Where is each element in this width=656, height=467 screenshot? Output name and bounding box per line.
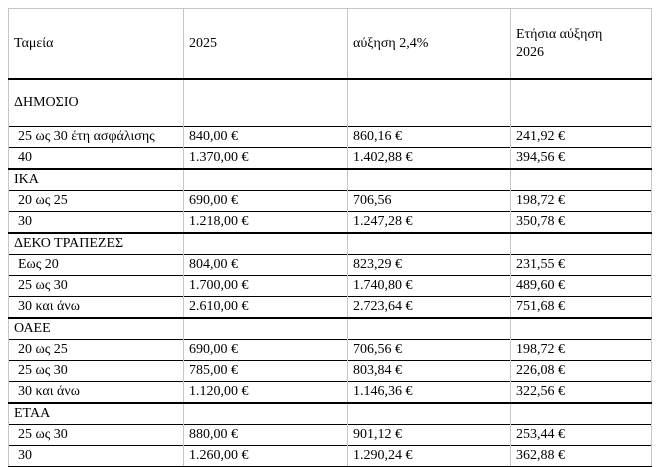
cell-value: 690,00 € (183, 339, 348, 361)
cell-value: 226,08 € (510, 360, 652, 382)
cell-value: 1.290,24 € (347, 445, 511, 467)
cell-value: 1.260,00 € (183, 445, 348, 467)
row-label: 20 ως 25 (8, 190, 184, 212)
cell-value: 350,78 € (510, 211, 652, 233)
cell-value: 901,12 € (347, 424, 511, 446)
cell-value (183, 402, 348, 425)
column-header-2025-label: 2025 (189, 35, 217, 51)
cell-value: 489,60 € (510, 275, 652, 297)
cell-value: 1.740,80 € (347, 275, 511, 297)
cell-value: 751,68 € (510, 296, 652, 318)
fund-section-label: ΔΕΚΟ ΤΡΑΠΕΖΕΣ (8, 232, 184, 255)
cell-value (347, 402, 511, 425)
fund-data-row: 30 1.260,00 €1.290,24 €362,88 € (8, 445, 652, 467)
cell-value: 804,00 € (183, 254, 348, 276)
row-label: 20 ως 25 (8, 339, 184, 361)
fund-data-row: 30 και άνω 1.120,00 €1.146,36 €322,56 € (8, 381, 652, 403)
cell-value (183, 317, 348, 340)
cell-value (347, 168, 511, 191)
cell-value: 1.146,36 € (347, 381, 511, 403)
cell-value: 823,29 € (347, 254, 511, 276)
fund-section-label: ΕΤΑΑ (8, 402, 184, 425)
pension-funds-table: Ταμεία 2025 αύξηση 2,4% Ετήσια αύξηση 20… (8, 8, 652, 467)
cell-value (347, 232, 511, 255)
fund-section-label: ΟΑΕΕ (8, 317, 184, 340)
cell-value: 1.370,00 € (183, 147, 348, 169)
row-label: 25 ως 30 έτη ασφάλισης (8, 126, 184, 148)
fund-section-row: ΕΤΑΑ (8, 402, 652, 425)
row-label: 30 και άνω (8, 296, 184, 318)
cell-value: 394,56 € (510, 147, 652, 169)
cell-value: 690,00 € (183, 190, 348, 212)
cell-value: 362,88 € (510, 445, 652, 467)
table-body: ΔΗΜΟΣΙΟ 25 ως 30 έτη ασφάλισης 840,00 €860… (8, 79, 652, 467)
cell-value: 1.218,00 € (183, 211, 348, 233)
column-header-increase-rate-label: αύξηση 2,4% (353, 35, 429, 51)
cell-value (183, 232, 348, 255)
cell-value: 860,16 € (347, 126, 511, 148)
row-label: 30 και άνω (8, 381, 184, 403)
row-label: Εως 20 (8, 254, 184, 276)
cell-value: 1.402,88 € (347, 147, 511, 169)
table-header-row: Ταμεία 2025 αύξηση 2,4% Ετήσια αύξηση 20… (8, 8, 652, 80)
fund-data-row: 30 1.218,00 €1.247,28 €350,78 € (8, 211, 652, 233)
row-label: 25 ως 30 (8, 424, 184, 446)
cell-value: 840,00 € (183, 126, 348, 148)
cell-value (510, 79, 652, 127)
cell-value: 880,00 € (183, 424, 348, 446)
cell-value: 803,84 € (347, 360, 511, 382)
cell-value: 253,44 € (510, 424, 652, 446)
column-header-funds: Ταμεία (8, 8, 184, 80)
fund-section-row: ΙΚΑ (8, 168, 652, 191)
fund-section-row: ΔΕΚΟ ΤΡΑΠΕΖΕΣ (8, 232, 652, 255)
column-header-annual-increase: Ετήσια αύξηση 2026 (510, 8, 652, 80)
column-header-funds-label: Ταμεία (14, 35, 54, 51)
cell-value: 706,56 € (347, 339, 511, 361)
fund-data-row: Εως 20 804,00 €823,29 €231,55 € (8, 254, 652, 276)
row-label: 25 ως 30 (8, 275, 184, 297)
cell-value: 198,72 € (510, 339, 652, 361)
fund-section-label: ΙΚΑ (8, 168, 184, 191)
cell-value (183, 168, 348, 191)
cell-value (347, 79, 511, 127)
cell-value (510, 402, 652, 425)
row-label: 40 (8, 147, 184, 169)
fund-data-row: 25 ως 30 880,00 €901,12 €253,44 € (8, 424, 652, 446)
fund-data-row: 20 ως 25 690,00 €706,56 198,72 € (8, 190, 652, 212)
row-label: 30 (8, 211, 184, 233)
cell-value (510, 168, 652, 191)
cell-value: 2.610,00 € (183, 296, 348, 318)
cell-value: 241,92 € (510, 126, 652, 148)
cell-value: 198,72 € (510, 190, 652, 212)
fund-data-row: 25 ως 30 785,00 €803,84 €226,08 € (8, 360, 652, 382)
fund-data-row: 20 ως 25 690,00 €706,56 €198,72 € (8, 339, 652, 361)
column-header-annual-increase-label: Ετήσια αύξηση 2026 (516, 27, 603, 60)
cell-value: 1.120,00 € (183, 381, 348, 403)
cell-value: 1.247,28 € (347, 211, 511, 233)
cell-value (510, 232, 652, 255)
cell-value (183, 79, 348, 127)
cell-value: 322,56 € (510, 381, 652, 403)
fund-data-row: 30 και άνω 2.610,00 €2.723,64 €751,68 € (8, 296, 652, 318)
row-label: 25 ως 30 (8, 360, 184, 382)
row-label: 30 (8, 445, 184, 467)
cell-value: 1.700,00 € (183, 275, 348, 297)
fund-data-row: 40 1.370,00 €1.402,88 €394,56 € (8, 147, 652, 169)
cell-value (347, 317, 511, 340)
fund-section-row: ΔΗΜΟΣΙΟ (8, 79, 652, 127)
column-header-increase-rate: αύξηση 2,4% (347, 8, 511, 80)
cell-value: 706,56 (347, 190, 511, 212)
fund-data-row: 25 ως 30 1.700,00 €1.740,80 €489,60 € (8, 275, 652, 297)
cell-value: 785,00 € (183, 360, 348, 382)
column-header-2025: 2025 (183, 8, 348, 80)
cell-value: 231,55 € (510, 254, 652, 276)
fund-section-row: ΟΑΕΕ (8, 317, 652, 340)
pension-funds-table-container: Ταμεία 2025 αύξηση 2,4% Ετήσια αύξηση 20… (8, 8, 652, 467)
cell-value: 2.723,64 € (347, 296, 511, 318)
fund-section-label: ΔΗΜΟΣΙΟ (8, 79, 184, 127)
fund-data-row: 25 ως 30 έτη ασφάλισης 840,00 €860,16 €24… (8, 126, 652, 148)
cell-value (510, 317, 652, 340)
